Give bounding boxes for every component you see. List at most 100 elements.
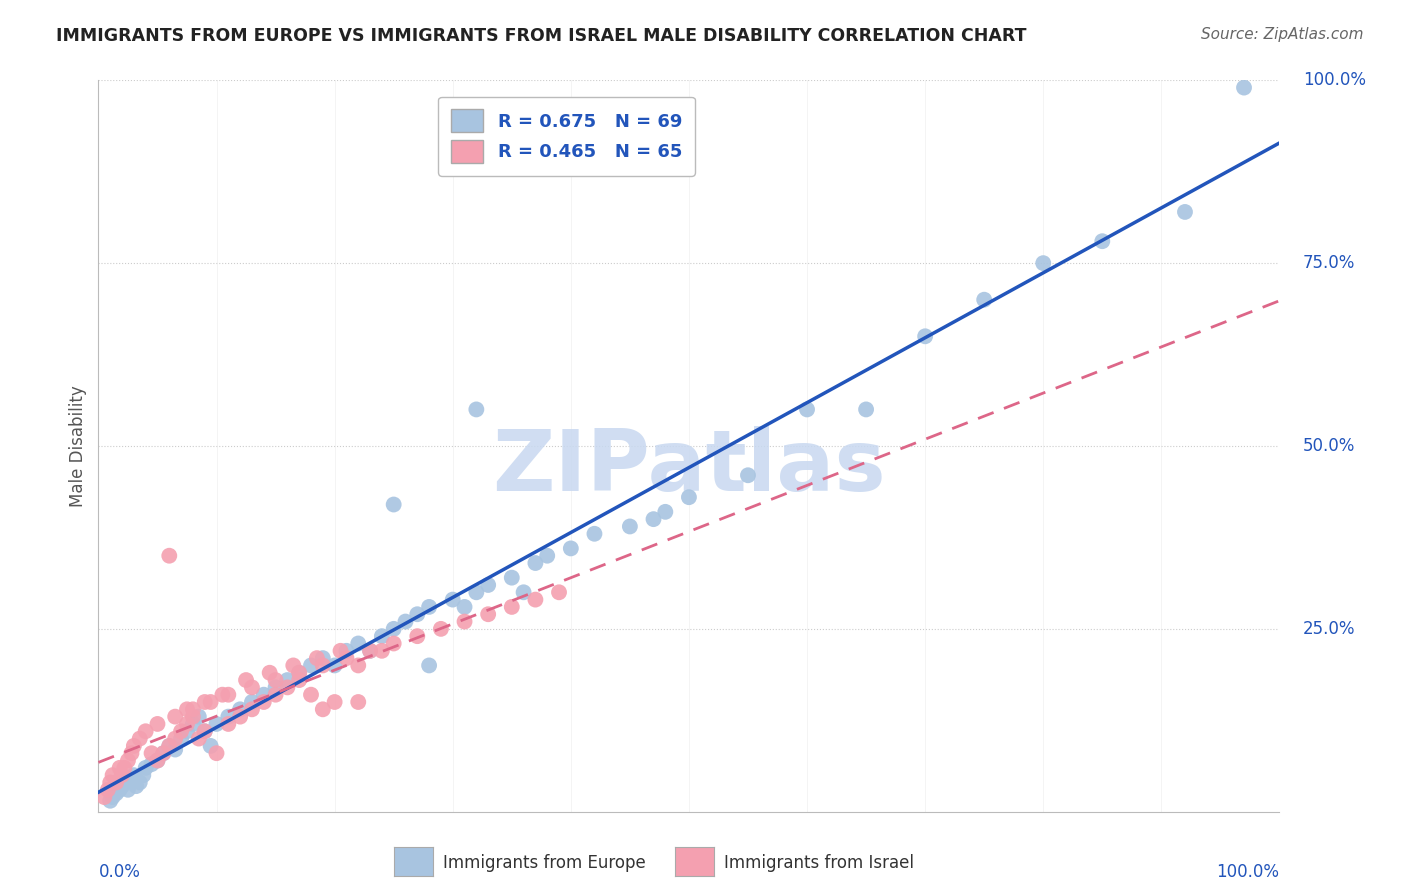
Point <box>141 757 163 772</box>
Point <box>194 724 217 739</box>
Point <box>524 592 547 607</box>
Point <box>117 754 139 768</box>
Point <box>176 702 198 716</box>
Point <box>418 658 440 673</box>
Point <box>170 731 193 746</box>
Point <box>181 717 204 731</box>
Point <box>299 658 322 673</box>
Point <box>643 512 665 526</box>
Text: Immigrants from Israel: Immigrants from Israel <box>724 854 914 871</box>
Point <box>165 731 187 746</box>
Point <box>101 768 124 782</box>
Point <box>501 571 523 585</box>
Point <box>111 768 134 782</box>
Point <box>122 768 145 782</box>
Point <box>125 779 148 793</box>
Point <box>152 746 174 760</box>
Point <box>560 541 582 556</box>
Point <box>371 644 394 658</box>
Point <box>117 782 139 797</box>
Point <box>312 658 335 673</box>
Point <box>253 695 276 709</box>
Point <box>132 768 155 782</box>
Point <box>347 695 370 709</box>
Point <box>211 688 233 702</box>
Point <box>973 293 995 307</box>
Point <box>253 688 276 702</box>
Legend: R = 0.675   N = 69, R = 0.465   N = 65: R = 0.675 N = 69, R = 0.465 N = 65 <box>439 96 695 176</box>
Point <box>235 673 257 687</box>
Point <box>165 742 187 756</box>
Point <box>299 688 322 702</box>
Point <box>347 658 370 673</box>
Point <box>441 592 464 607</box>
Point <box>406 607 429 622</box>
Point <box>312 702 335 716</box>
Point <box>97 782 120 797</box>
Point <box>146 754 169 768</box>
Point <box>406 629 429 643</box>
Point <box>359 644 381 658</box>
Point <box>371 629 394 643</box>
Point <box>453 615 475 629</box>
Point <box>165 709 187 723</box>
Point <box>181 709 204 723</box>
Point <box>105 775 128 789</box>
Point <box>619 519 641 533</box>
Point <box>1091 234 1114 248</box>
Point <box>128 731 150 746</box>
Y-axis label: Male Disability: Male Disability <box>69 385 87 507</box>
Point <box>1032 256 1054 270</box>
Text: 75.0%: 75.0% <box>1303 254 1355 272</box>
Point <box>108 761 131 775</box>
Point <box>264 673 287 687</box>
Point <box>465 585 488 599</box>
Point <box>288 673 311 687</box>
Point <box>157 739 180 753</box>
Point <box>157 739 180 753</box>
Point <box>112 761 135 775</box>
Point <box>1233 80 1256 95</box>
Point <box>205 746 228 760</box>
Point <box>217 688 239 702</box>
Point <box>796 402 818 417</box>
Text: Source: ZipAtlas.com: Source: ZipAtlas.com <box>1201 27 1364 42</box>
Point <box>240 702 263 716</box>
Point <box>548 585 571 599</box>
Text: ZIPatlas: ZIPatlas <box>492 426 886 509</box>
Point <box>305 651 328 665</box>
Point <box>524 556 547 570</box>
Point <box>347 636 370 650</box>
Point <box>146 717 169 731</box>
Point <box>135 724 157 739</box>
Point <box>288 665 311 680</box>
Point <box>737 468 759 483</box>
Point <box>453 599 475 614</box>
Point <box>264 688 287 702</box>
Point <box>98 794 121 808</box>
Point <box>101 790 124 805</box>
Point <box>276 673 298 687</box>
Point <box>329 644 352 658</box>
Point <box>240 681 263 695</box>
Point <box>382 636 405 650</box>
Point <box>112 775 135 789</box>
Point <box>359 644 381 658</box>
Point <box>335 644 357 658</box>
Text: IMMIGRANTS FROM EUROPE VS IMMIGRANTS FROM ISRAEL MALE DISABILITY CORRELATION CHA: IMMIGRANTS FROM EUROPE VS IMMIGRANTS FRO… <box>56 27 1026 45</box>
Point <box>200 739 222 753</box>
Point <box>382 622 405 636</box>
Point <box>259 665 281 680</box>
Point <box>394 615 416 629</box>
Point <box>1174 205 1197 219</box>
Point <box>323 695 346 709</box>
Point <box>283 658 305 673</box>
Point <box>430 622 453 636</box>
Point <box>264 681 287 695</box>
Point <box>217 717 239 731</box>
Point <box>335 651 357 665</box>
Point <box>108 782 131 797</box>
Point <box>121 772 143 786</box>
Point <box>536 549 558 563</box>
Point <box>229 709 252 723</box>
